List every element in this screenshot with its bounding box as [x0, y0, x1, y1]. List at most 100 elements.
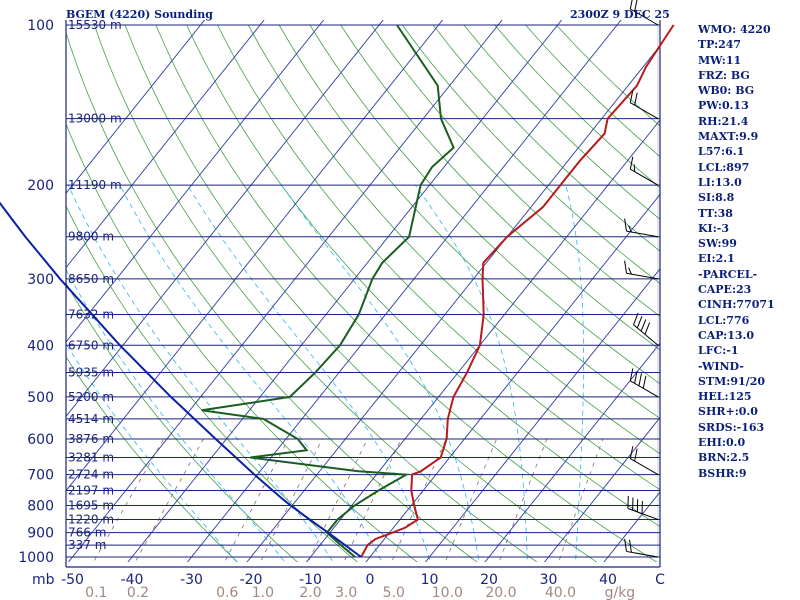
- isotherm-line: [67, 20, 503, 562]
- mixing-ratio-label: 5.0: [383, 585, 405, 600]
- dry-adiabat-line: [186, 24, 660, 528]
- mixing-ratio-line: [444, 438, 498, 562]
- sounding-param: KI:-3: [698, 221, 729, 235]
- sounding-param: TP:247: [698, 38, 742, 52]
- wind-barb-staff: [627, 508, 659, 520]
- mixing-ratio-line: [259, 438, 323, 562]
- wind-barb: [633, 312, 659, 346]
- sounding-param: LI:13.0: [698, 175, 742, 189]
- pressure-tick-label: 600: [27, 432, 54, 448]
- wind-barb-feather: [624, 218, 627, 232]
- wind-barb: [629, 446, 659, 476]
- moist-adiabat-line: [66, 342, 238, 562]
- wind-barb-staff: [630, 168, 659, 186]
- wind-barb-staff: [626, 230, 659, 238]
- temperature-tick-label: -10: [299, 572, 322, 588]
- pressure-tick-label: 700: [27, 468, 54, 484]
- height-label: 1695 m: [68, 498, 114, 512]
- height-label: 9800 m: [68, 230, 114, 244]
- temperature-tick-label: -50: [61, 572, 84, 588]
- mixing-ratio-line: [134, 438, 204, 562]
- dry-adiabat-line: [66, 282, 298, 562]
- mixing-ratio-label: 0.6: [216, 585, 238, 600]
- mixing-ratio-line: [498, 438, 548, 562]
- wind-barb-feather: [628, 225, 632, 233]
- height-label: 11190 m: [68, 178, 122, 192]
- isotherm-line: [246, 45, 660, 562]
- pressure-tick-label: 200: [27, 178, 54, 194]
- pressure-tick-label: 1000: [18, 550, 54, 566]
- chart-time: 2300Z 9 DEC 25: [570, 8, 670, 21]
- sounding-param: WMO: 4220: [698, 23, 771, 36]
- sounding-param: LCL:897: [698, 160, 750, 174]
- wind-barb: [627, 495, 659, 520]
- isotherm-line: [66, 20, 384, 418]
- height-label: 5935 m: [68, 366, 114, 380]
- dry-adiabat-line: [66, 205, 358, 562]
- sounding-param: RH:21.4: [698, 114, 749, 128]
- dry-adiabat-line: [278, 24, 660, 419]
- sounding-param: LCL:776: [698, 313, 750, 327]
- y-axis-unit: mb: [32, 572, 55, 588]
- temperature-tick-label: 10: [421, 572, 439, 588]
- dry-adiabat-line: [371, 24, 660, 317]
- isotherm-line: [186, 20, 622, 562]
- dry-adiabat-line: [66, 31, 478, 562]
- temperature-tick-label: -40: [121, 572, 144, 588]
- mixing-ratio-label: 3.0: [335, 585, 357, 600]
- wind-barb-feather: [624, 260, 627, 274]
- pressure-tick-label: 100: [27, 18, 54, 34]
- isotherm-line: [66, 20, 206, 194]
- wind-barb-feather: [629, 446, 634, 459]
- sounding-param: CINH:77071: [698, 298, 775, 312]
- parcel-trace: [0, 201, 362, 558]
- dewpoint-profile: [201, 24, 455, 558]
- height-label: 5200 m: [68, 390, 114, 404]
- dry-adiabat-line: [66, 123, 418, 562]
- wind-barb: [629, 156, 659, 186]
- wind-barb-feather: [628, 267, 632, 275]
- wind-barb: [629, 90, 659, 120]
- isotherm-line: [543, 416, 660, 562]
- sounding-param: MAXT:9.9: [698, 130, 759, 144]
- wind-barb-feather: [644, 322, 651, 335]
- chart-title: BGEM (4220) Sounding: [66, 8, 213, 21]
- moist-adiabat-line: [414, 184, 528, 562]
- wind-barb-staff: [633, 324, 659, 346]
- isotherm-line: [365, 193, 660, 562]
- wind-barb-feather: [629, 0, 633, 10]
- sounding-param: SI:8.8: [698, 191, 735, 205]
- mixing-ratio-line: [92, 438, 165, 562]
- wind-barb-feather: [629, 90, 634, 103]
- sounding-param: BRN:2.5: [698, 451, 750, 465]
- wind-barb: [629, 368, 659, 398]
- isotherm-line: [484, 342, 660, 562]
- moist-adiabat-line: [565, 184, 584, 562]
- sounding-param: WB0: BG: [698, 84, 755, 98]
- sounding-param: CAPE:23: [698, 283, 752, 297]
- temperature-tick-label: C: [655, 572, 665, 588]
- height-label: 2724 m: [68, 468, 114, 482]
- wind-barb-feather: [640, 319, 647, 332]
- height-label: 6750 m: [68, 338, 114, 352]
- height-label: 8650 m: [68, 272, 114, 286]
- sounding-parameters: WMO: 4220 TP:247 MW:11 FRZ: BG WB0: BG PW:0.1…: [698, 22, 798, 481]
- dry-adiabat-line: [432, 24, 660, 252]
- sounding-param: CAP:13.0: [698, 328, 755, 342]
- mixing-ratio-label: 10.0: [432, 585, 463, 600]
- wind-barb-feather: [634, 370, 638, 384]
- wind-barb-feather: [629, 368, 634, 381]
- temperature-profile: [360, 24, 675, 558]
- isotherm-line: [66, 20, 444, 492]
- height-label: 15530 m: [68, 18, 122, 32]
- moist-adiabat-line: [281, 184, 480, 562]
- sounding-param: SRDS:-163: [698, 420, 765, 434]
- wind-barb: [624, 260, 659, 280]
- temperature-tick-label: -20: [240, 572, 263, 588]
- temperature-tick-label: -30: [180, 572, 203, 588]
- height-label: 337 m: [68, 538, 106, 552]
- pressure-tick-label: 500: [27, 390, 54, 406]
- sounding-param: PW:0.13: [698, 99, 749, 113]
- wind-barb-feather: [629, 539, 632, 553]
- wind-barb-feather: [634, 0, 638, 12]
